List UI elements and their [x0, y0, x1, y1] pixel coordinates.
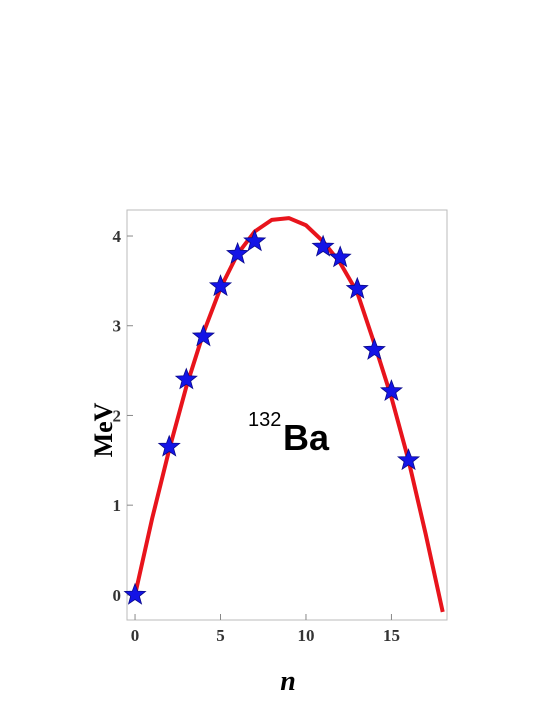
star-point: [226, 241, 250, 264]
star-point: [328, 245, 352, 268]
plot-frame: [126, 209, 448, 621]
x-tick-label: 10: [297, 626, 314, 645]
y-axis-label: MeV: [89, 402, 118, 457]
star-point: [191, 324, 216, 347]
star-point: [243, 229, 267, 252]
annotation-superscript: 132: [248, 409, 281, 431]
star-point: [311, 234, 335, 257]
x-axis-label: n: [280, 666, 296, 697]
annotation: Ba: [283, 417, 330, 458]
x-tick-label: 15: [383, 626, 400, 645]
x-tick-label: 0: [131, 626, 140, 645]
y-tick-label: 3: [113, 317, 122, 336]
star-point: [123, 582, 147, 605]
star-point: [345, 276, 369, 299]
curve: [133, 216, 445, 613]
star-point: [208, 274, 233, 297]
x-tick-label: 5: [216, 626, 225, 645]
star-point: [157, 434, 181, 457]
star-point: [362, 337, 386, 360]
star-point: [397, 448, 421, 471]
y-tick-label: 0: [113, 586, 122, 605]
star-point: [379, 379, 403, 402]
y-tick-label: 2: [113, 406, 122, 425]
y-tick-label: 1: [113, 496, 122, 515]
y-tick-label: 4: [113, 227, 122, 246]
star-point: [174, 367, 198, 390]
